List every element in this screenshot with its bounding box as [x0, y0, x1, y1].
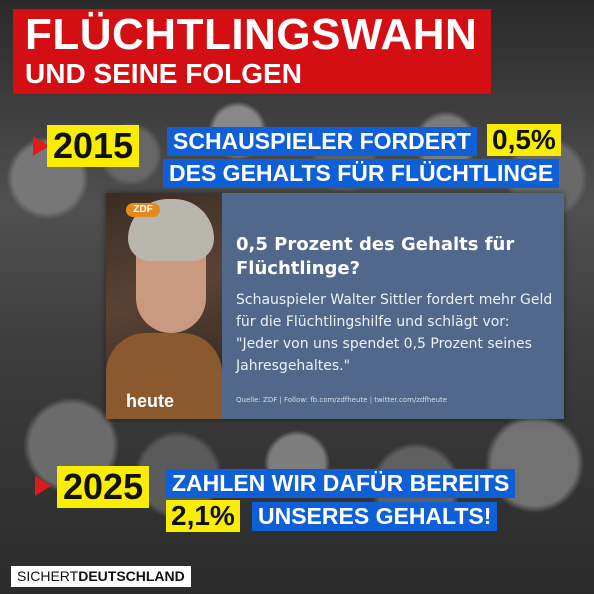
- year-2025: 2025: [57, 466, 150, 508]
- arrow-2025-icon: [35, 476, 51, 496]
- person-photo: ZDF heute: [106, 193, 222, 419]
- brand-logo: SICHERTDEUTSCHLAND: [11, 566, 191, 587]
- claim-2015-percent: 0,5%: [487, 124, 561, 156]
- news-headline: 0,5 Prozent des Gehalts für Flüchtlinge?: [236, 234, 515, 279]
- claim-2025-line2: UNSERES GEHALTS!: [252, 502, 498, 531]
- year-2015: 2015: [47, 125, 140, 167]
- claim-2015-line2: DES GEHALTS FÜR FLÜCHTLINGE: [163, 159, 560, 188]
- heute-logo: heute: [126, 391, 175, 411]
- arrow-2015-icon: [33, 136, 49, 156]
- news-source: Quelle: ZDF | Follow: fb.com/zdfheute | …: [236, 396, 448, 404]
- claim-2015-line1: SCHAUSPIELER FORDERT: [167, 127, 477, 156]
- headline-banner: FLÜCHTLINGSWAHN UND SEINE FOLGEN: [13, 9, 492, 94]
- headline-title: FLÜCHTLINGSWAHN: [25, 10, 478, 59]
- claim-2025-line1: ZAHLEN WIR DAFÜR BEREITS: [166, 469, 516, 498]
- zdf-logo: ZDF: [126, 203, 160, 217]
- news-screenshot-card: ZDF heute 0,5 Prozent des Gehalts für Fl…: [106, 193, 564, 419]
- news-body: Schauspieler Walter Sittler fordert mehr…: [236, 292, 553, 374]
- headline-subtitle: UND SEINE FOLGEN: [25, 58, 302, 89]
- claim-2025-percent: 2,1%: [166, 500, 240, 532]
- brand-part2: DEUTSCHLAND: [78, 568, 185, 584]
- brand-part1: SICHERT: [17, 568, 79, 584]
